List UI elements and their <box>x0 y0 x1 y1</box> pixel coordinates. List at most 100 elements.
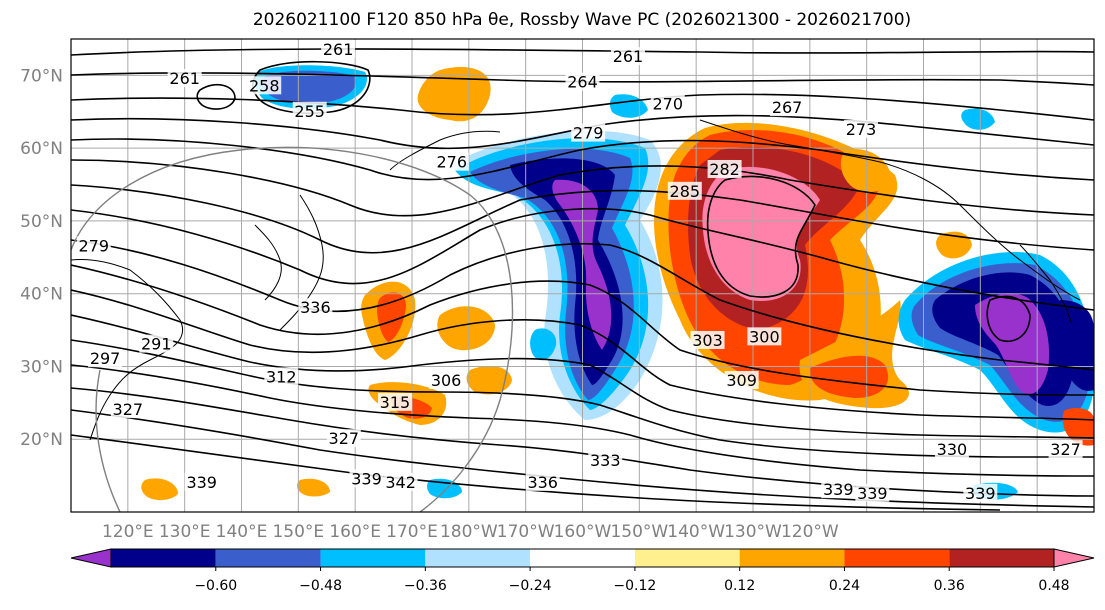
svg-text:279: 279 <box>78 236 109 255</box>
contour-label: 336 <box>525 472 560 492</box>
contour-label: 303 <box>690 330 725 350</box>
contour-label: 297 <box>88 349 123 368</box>
colorbar-segment <box>320 549 426 567</box>
contour-label: 264 <box>565 72 600 92</box>
contour-label: 258 <box>247 76 282 95</box>
small-positive-patch-sw <box>141 478 178 501</box>
contour-label: 327 <box>326 429 361 448</box>
contour-label: 300 <box>747 327 782 346</box>
negative-anomaly-purple <box>552 179 612 350</box>
svg-text:330: 330 <box>937 440 968 459</box>
svg-text:261: 261 <box>169 69 200 88</box>
small-positive-patch-s <box>297 478 330 497</box>
contour-label: 261 <box>167 69 202 88</box>
chart-title: 2026021100 F120 850 hPa θe, Rossby Wave … <box>252 10 912 30</box>
contour-label: 327 <box>1048 440 1083 459</box>
contour-label: 255 <box>292 101 327 121</box>
small-negative-patch-3 <box>961 108 995 130</box>
colorbar-segment <box>634 549 740 567</box>
contour-label: 261 <box>321 39 356 59</box>
contour-label: 291 <box>139 334 174 354</box>
svg-text:336: 336 <box>300 298 331 317</box>
svg-text:327: 327 <box>1050 440 1081 459</box>
svg-text:339: 339 <box>823 480 854 499</box>
longitude-tick-label: 150°W <box>610 522 668 542</box>
svg-text:339: 339 <box>857 484 888 503</box>
svg-text:276: 276 <box>437 153 468 172</box>
contour-label: 339 <box>184 472 219 492</box>
svg-text:312: 312 <box>266 367 297 386</box>
colorbar-tick-label: −0.48 <box>299 578 342 594</box>
colorbar-segment <box>949 549 1054 567</box>
colorbar-segment <box>111 549 216 567</box>
longitude-tick-label: 160°W <box>554 522 612 542</box>
east-subtropical-positive <box>1062 408 1094 446</box>
longitude-tick-label: 130°E <box>159 522 211 542</box>
longitude-labels: 120°E 130°E 140°E 150°E 160°E 170°E 180°W 170°W… <box>102 522 839 542</box>
longitude-tick-label: 130°W <box>724 522 782 542</box>
contour-label: 339 <box>963 483 998 503</box>
svg-text:303: 303 <box>692 331 723 350</box>
svg-text:282: 282 <box>709 160 740 179</box>
svg-text:273: 273 <box>846 120 877 139</box>
contour-label: 273 <box>843 120 878 139</box>
colorbar-tick-label: 0.36 <box>934 578 965 594</box>
contour-label: 333 <box>588 451 623 470</box>
latitude-tick-label: 30°N <box>20 357 63 377</box>
svg-text:270: 270 <box>652 94 683 113</box>
svg-text:285: 285 <box>670 182 701 201</box>
kamchatka-positive-anomaly <box>417 67 491 122</box>
theta-e-contours <box>71 48 1094 511</box>
contour-label: 261 <box>610 47 645 66</box>
svg-text:333: 333 <box>590 451 621 470</box>
svg-text:342: 342 <box>385 473 416 492</box>
svg-text:315: 315 <box>380 393 411 412</box>
coastlines <box>71 119 1081 441</box>
contour-label: 315 <box>377 392 412 412</box>
svg-text:297: 297 <box>90 349 121 368</box>
colorbar-segment <box>425 549 531 567</box>
longitude-tick-label: 140°W <box>667 522 725 542</box>
contour-label: 270 <box>650 94 685 113</box>
svg-text:306: 306 <box>431 371 462 390</box>
longitude-tick-label: 120°W <box>781 522 839 542</box>
map-frame <box>70 38 1095 513</box>
longitude-tick-label: 170°E <box>386 522 438 542</box>
contour-label: 327 <box>110 400 145 419</box>
contour-label: 336 <box>298 298 333 317</box>
small-negative-patch-1 <box>530 328 557 361</box>
svg-text:327: 327 <box>329 429 360 448</box>
contour-label: 282 <box>707 159 742 179</box>
colorbar-tick-label: 0.12 <box>724 578 755 594</box>
colorbar-tick-label: 0.24 <box>829 578 860 594</box>
svg-text:291: 291 <box>141 335 172 354</box>
contour-labels: 261 261 261 258 255 264 270 267 273 279 282 285 276 2… <box>76 39 1083 503</box>
contour-label: 342 <box>383 472 418 492</box>
colorbar-segment <box>844 549 950 567</box>
colorbar-segment <box>215 549 321 567</box>
colorbar-segment <box>739 549 845 567</box>
longitude-tick-label: 150°E <box>272 522 324 542</box>
latitude-tick-label: 50°N <box>20 212 63 232</box>
latitude-tick-label: 60°N <box>20 139 63 159</box>
contour-label: 306 <box>429 371 464 390</box>
svg-text:327: 327 <box>113 400 144 419</box>
contour-label: 339 <box>821 480 856 499</box>
colorbar-tick-label: −0.36 <box>404 578 447 594</box>
contour-label: 309 <box>724 371 759 390</box>
latitude-tick-label: 70°N <box>20 66 63 86</box>
svg-text:309: 309 <box>726 371 757 390</box>
longitude-tick-label: 140°E <box>216 522 268 542</box>
colorbar: −0.60 −0.48 −0.36 −0.24 −0.12 0.12 0.24 0.36 0.4… <box>70 548 1095 594</box>
guide-arcs <box>71 146 514 512</box>
svg-text:258: 258 <box>249 76 280 95</box>
wpac-positive-anomaly-2 <box>437 306 495 351</box>
svg-text:300: 300 <box>749 327 780 346</box>
contour-label: 285 <box>667 181 702 201</box>
contour-label: 279 <box>76 236 111 255</box>
contour-label: 276 <box>434 152 469 172</box>
svg-text:336: 336 <box>527 473 558 492</box>
positive-anomaly-pink <box>702 166 820 301</box>
contour-label: 339 <box>349 469 384 488</box>
